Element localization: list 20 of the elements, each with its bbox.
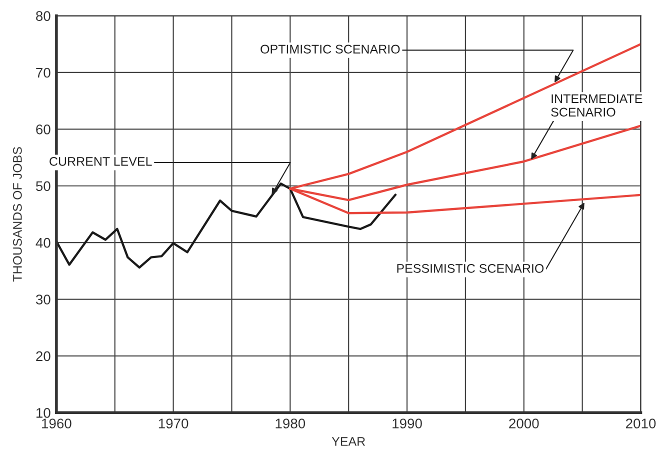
y-tick-label: 30 [36, 294, 50, 304]
x-tick-label: 1970 [158, 418, 188, 428]
annotation: CURRENT LEVEL [50, 157, 152, 166]
annotation: OPTIMISTIC SCENARIO [260, 44, 400, 54]
annotation: INTERMEDIATE SCENARIO [551, 94, 642, 117]
x-tick-label: 1990 [392, 418, 422, 428]
x-tick-label: 1960 [42, 418, 72, 428]
y-tick-label: 60 [36, 124, 50, 134]
y-tick-label: 70 [36, 68, 50, 78]
annotation: PESSIMISTIC SCENARIO [397, 264, 544, 273]
x-tick-label: 2000 [509, 418, 539, 428]
x-tick-label: 2010 [626, 418, 656, 428]
y-tick-label: 20 [36, 351, 50, 362]
y-tick-label: 80 [36, 11, 50, 21]
y-axis-title: THOUSANDS OF JOBS [13, 147, 22, 282]
x-tick-label: 1980 [276, 418, 306, 428]
x-axis-title: YEAR [332, 437, 366, 446]
y-tick-label: 50 [36, 181, 50, 192]
y-tick-label: 10 [36, 408, 50, 418]
y-tick-label: 40 [36, 238, 50, 248]
